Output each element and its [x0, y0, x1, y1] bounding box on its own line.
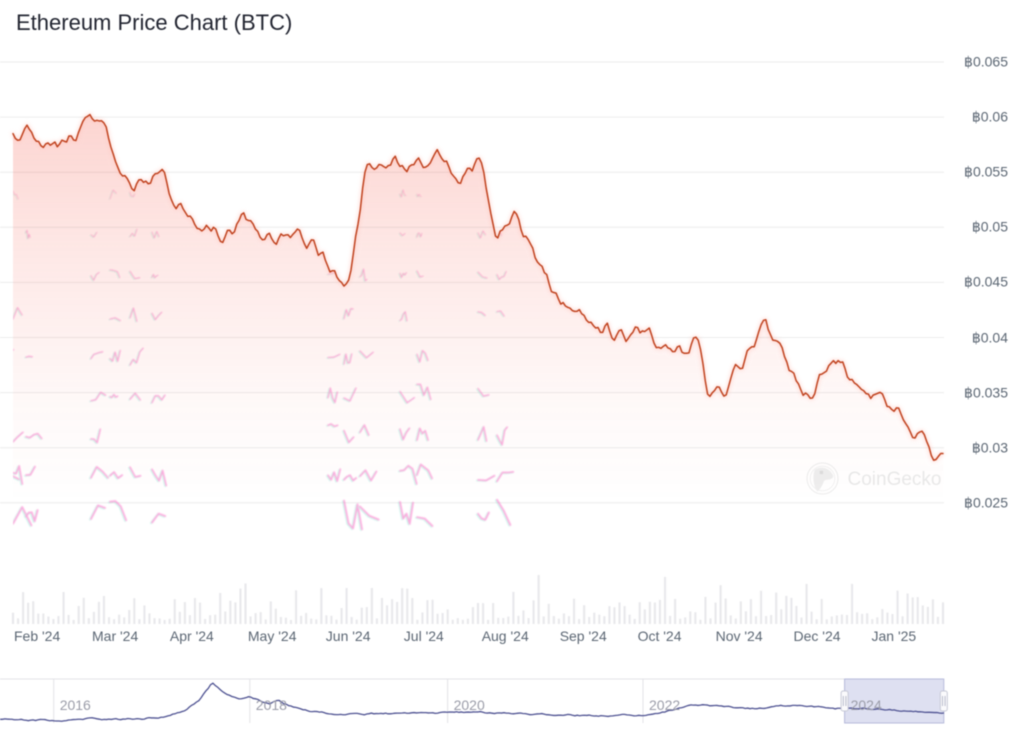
svg-text:CoinGecko: CoinGecko [848, 469, 942, 490]
